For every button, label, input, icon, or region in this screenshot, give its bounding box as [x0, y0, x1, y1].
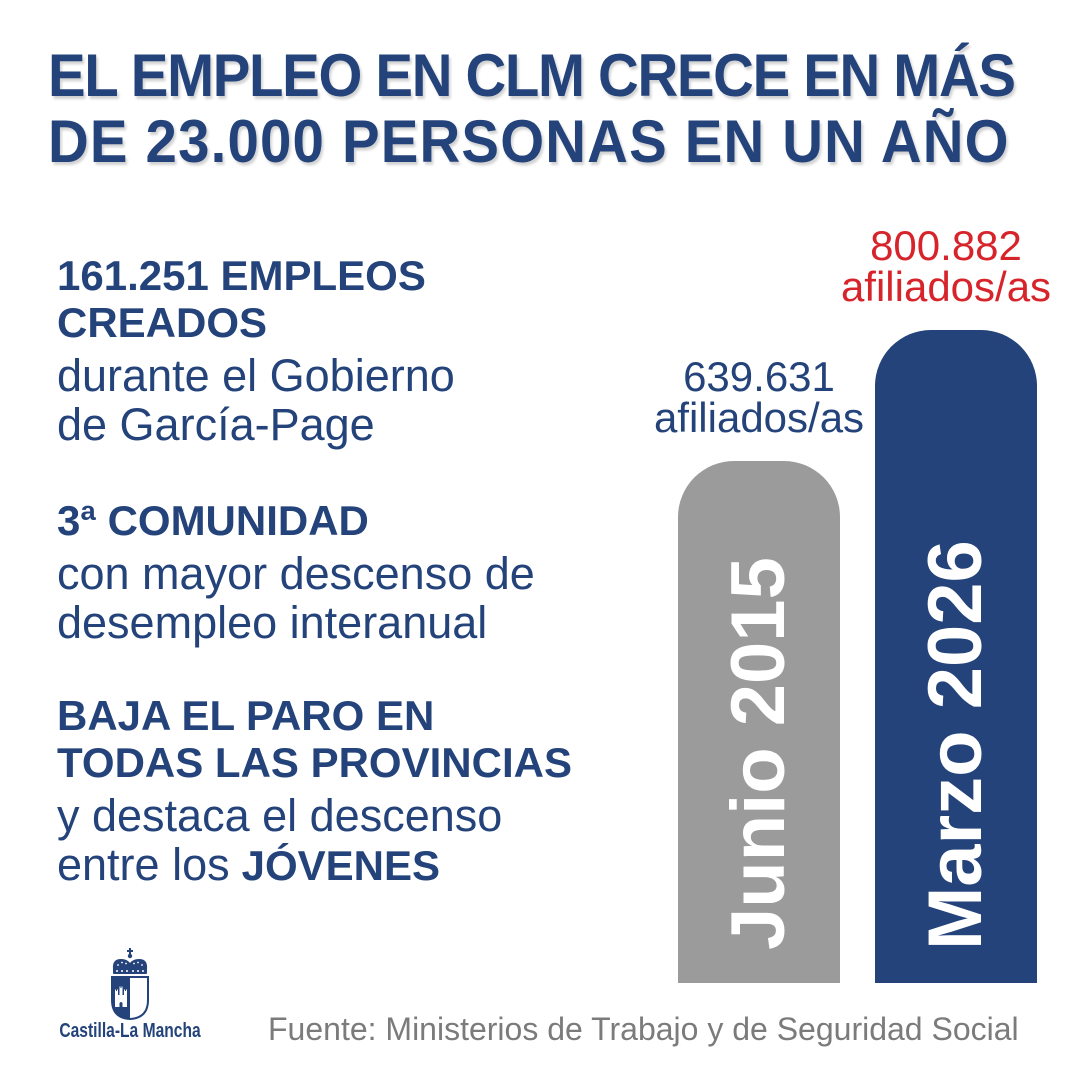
coat-of-arms-icon — [111, 948, 149, 1020]
source-note: Fuente: Ministerios de Trabajo y de Segu… — [268, 1011, 1019, 1047]
highlight-empleos-creados: 161.251 EMPLEOS CREADOS durante el Gobie… — [57, 252, 617, 449]
headline-line: 3ª COMUNIDAD — [57, 497, 369, 544]
bar-marzo-2026: Marzo 2026 — [875, 330, 1037, 983]
detail-line: de García-Page — [57, 399, 375, 450]
value-number: 639.631 — [683, 353, 835, 401]
headline-line: TODAS LAS PROVINCIAS — [57, 739, 572, 786]
highlight-baja-el-paro: BAJA EL PARO EN TODAS LAS PROVINCIAS y d… — [57, 692, 617, 890]
highlight-tercera-comunidad: 3ª COMUNIDAD con mayor descenso de desem… — [57, 497, 617, 647]
detail-text: entre los — [57, 839, 230, 890]
logo-text: Castilla-La Mancha — [59, 1020, 201, 1042]
value-unit: afiliados/as — [653, 394, 865, 442]
highlight-detail: y destaca el descenso entre los JÓVENES — [57, 791, 617, 890]
detail-line: durante el Gobierno — [57, 350, 455, 401]
category-label-marzo-2026: Marzo 2026 — [913, 540, 998, 950]
bar-chart: 639.631 afiliados/as Junio 2015 800.882 … — [600, 200, 1080, 1000]
value-number: 800.882 — [870, 222, 1022, 269]
title-line-2: DE 23.000 PERSONAS EN UN AÑO — [48, 108, 1010, 175]
headline-line: 161.251 EMPLEOS — [57, 252, 426, 299]
value-label-junio-2015: 639.631 afiliados/as — [639, 353, 879, 442]
headline-line: CREADOS — [57, 299, 268, 346]
highlight-headline: BAJA EL PARO EN TODAS LAS PROVINCIAS — [57, 692, 617, 786]
detail-emphasis: JÓVENES — [241, 842, 441, 889]
highlight-detail: con mayor descenso de desempleo interanu… — [57, 549, 617, 647]
highlight-detail: durante el Gobierno de García-Page — [57, 351, 617, 449]
detail-line: entre los JÓVENES — [57, 840, 617, 890]
category-label-junio-2015: Junio 2015 — [716, 557, 801, 950]
castilla-la-mancha-logo: Castilla-La Mancha — [59, 948, 201, 1043]
detail-line: con mayor descenso de — [57, 548, 535, 599]
bar-junio-2015: Junio 2015 — [678, 461, 840, 983]
headline-line: BAJA EL PARO EN — [57, 692, 435, 739]
page-title: EL EMPLEO EN CLM CRECE EN MÁS DE 23.000 … — [48, 43, 1048, 175]
detail-line: desempleo interanual — [57, 597, 488, 648]
title-line-1: EL EMPLEO EN CLM CRECE EN MÁS — [48, 42, 1016, 109]
detail-line: y destaca el descenso — [57, 790, 503, 841]
highlight-headline: 3ª COMUNIDAD — [57, 497, 617, 544]
highlight-headline: 161.251 EMPLEOS CREADOS — [57, 252, 617, 346]
value-label-marzo-2026: 800.882 afiliados/as — [826, 222, 1066, 310]
value-unit: afiliados/as — [840, 263, 1052, 310]
